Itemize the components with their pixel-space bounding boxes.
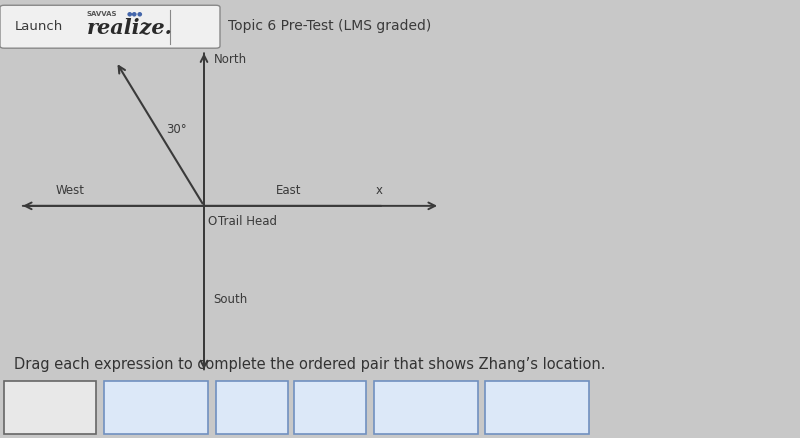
Text: x: x bbox=[376, 184, 383, 197]
Text: Launch: Launch bbox=[14, 20, 62, 33]
Text: realize.: realize. bbox=[86, 18, 172, 38]
FancyBboxPatch shape bbox=[104, 381, 208, 434]
Text: O: O bbox=[207, 215, 217, 228]
FancyBboxPatch shape bbox=[294, 381, 366, 434]
Text: Topic 6 Pre-Test (LMS graded): Topic 6 Pre-Test (LMS graded) bbox=[228, 19, 431, 33]
FancyBboxPatch shape bbox=[0, 5, 220, 48]
FancyBboxPatch shape bbox=[216, 381, 288, 434]
FancyBboxPatch shape bbox=[4, 381, 96, 434]
Text: West: West bbox=[56, 184, 85, 197]
Text: Drag each expression to complete the ordered pair that shows Zhang’s location.: Drag each expression to complete the ord… bbox=[14, 357, 606, 372]
Text: SAVVAS: SAVVAS bbox=[86, 11, 117, 17]
FancyBboxPatch shape bbox=[374, 381, 478, 434]
Text: ●●●: ●●● bbox=[126, 11, 143, 16]
Text: East: East bbox=[276, 184, 302, 197]
FancyBboxPatch shape bbox=[485, 381, 589, 434]
Text: 30°: 30° bbox=[166, 123, 186, 136]
Text: South: South bbox=[214, 293, 248, 307]
Text: North: North bbox=[214, 53, 246, 66]
Text: Trail Head: Trail Head bbox=[218, 215, 278, 228]
